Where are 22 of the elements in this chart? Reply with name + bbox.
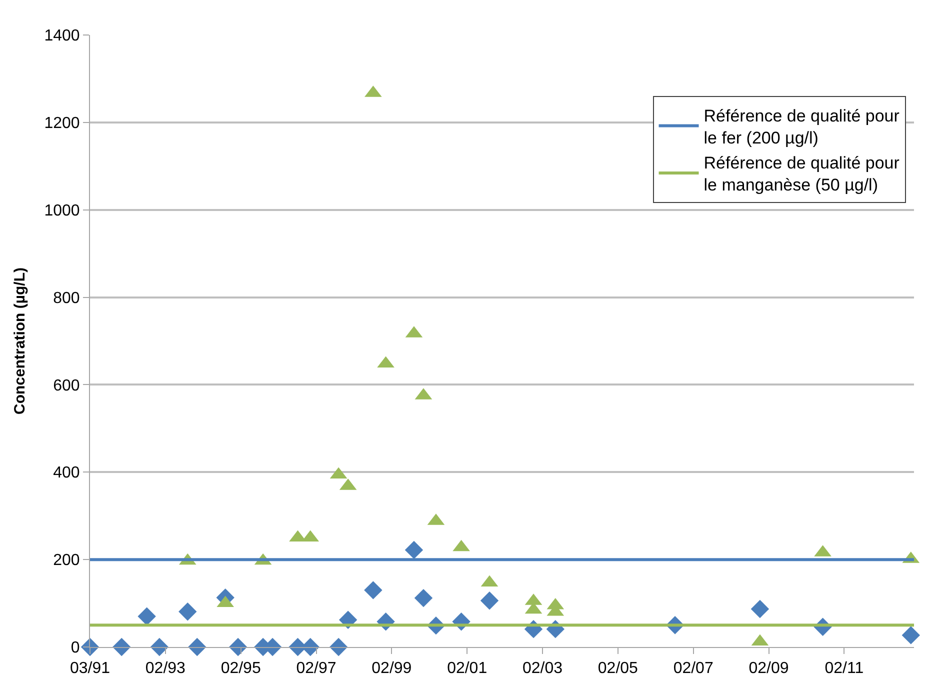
legend-label: Référence de qualité pour le manganèse (50 µg/l) <box>704 154 900 195</box>
y-tick-label: 200 <box>53 552 80 570</box>
y-tick-label: 1000 <box>44 202 80 220</box>
y-tick-label: 600 <box>53 377 80 394</box>
y-tick-label: 0 <box>70 640 80 657</box>
x-tick-label: 03/91 <box>70 660 110 678</box>
y-tick-label: 1400 <box>44 28 80 45</box>
y-tick-label: 1200 <box>44 115 80 132</box>
x-tick-label: 02/11 <box>824 660 864 678</box>
y-tick-label: 800 <box>53 290 80 307</box>
x-tick-label: 02/03 <box>522 660 563 678</box>
x-tick-label: 02/09 <box>748 660 789 678</box>
y-tick-label: 400 <box>53 464 80 482</box>
x-tick-label: 02/07 <box>673 660 714 678</box>
x-tick-label: 02/05 <box>598 660 638 678</box>
x-tick-label: 02/97 <box>296 660 336 678</box>
legend-label: Référence de qualité pour le fer (200 µg/l) <box>704 106 900 148</box>
x-tick-label: 02/01 <box>447 660 488 678</box>
y-axis-title: Concentration (µg/L) <box>11 268 28 414</box>
x-tick-label: 02/93 <box>145 660 186 678</box>
x-tick-label: 02/95 <box>220 660 261 678</box>
x-tick-label: 02/99 <box>372 660 412 678</box>
